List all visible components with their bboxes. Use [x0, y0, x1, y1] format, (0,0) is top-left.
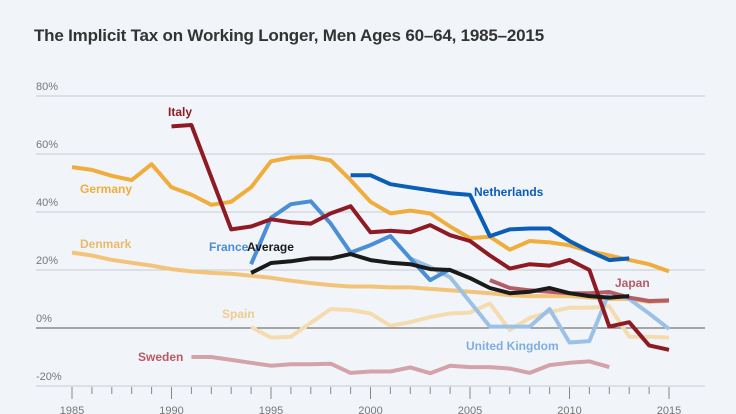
y-tick-label: 80% [36, 81, 58, 93]
series-line-spain [250, 301, 670, 340]
series-label-denmark: Denmark [80, 237, 132, 251]
x-tick-label: 2010 [557, 405, 581, 414]
y-tick-label: 0% [36, 313, 52, 325]
y-tick-label: -20% [36, 371, 62, 383]
x-tick-label: 2005 [458, 405, 482, 414]
x-tick-label: 1995 [259, 405, 283, 414]
series-label-united-kingdom: United Kingdom [466, 339, 559, 353]
x-tick-label: 2015 [657, 405, 681, 414]
series-line-sweden [191, 355, 610, 376]
series-label-average: Average [247, 240, 294, 254]
series-line-average [250, 252, 630, 300]
series-line-netherlands [350, 173, 630, 263]
series-line-italy [171, 123, 670, 352]
x-tick-label: 1990 [159, 405, 183, 414]
series-line-denmark [71, 250, 670, 304]
series-label-france: France [209, 240, 249, 254]
chart-title: The Implicit Tax on Working Longer, Men … [34, 26, 544, 45]
series-label-spain: Spain [222, 307, 255, 321]
series-label-netherlands: Netherlands [474, 185, 544, 199]
series-line-germany [71, 154, 670, 274]
series-label-sweden: Sweden [138, 350, 183, 364]
series-label-japan: Japan [615, 276, 650, 290]
y-tick-label: 40% [36, 197, 58, 209]
y-tick-label: 60% [36, 139, 58, 151]
series-label-germany: Germany [80, 182, 132, 196]
y-tick-label: 20% [36, 255, 58, 267]
x-tick-label: 2000 [358, 405, 382, 414]
x-tick-label: 1985 [60, 405, 84, 414]
series-label-italy: Italy [168, 105, 192, 119]
